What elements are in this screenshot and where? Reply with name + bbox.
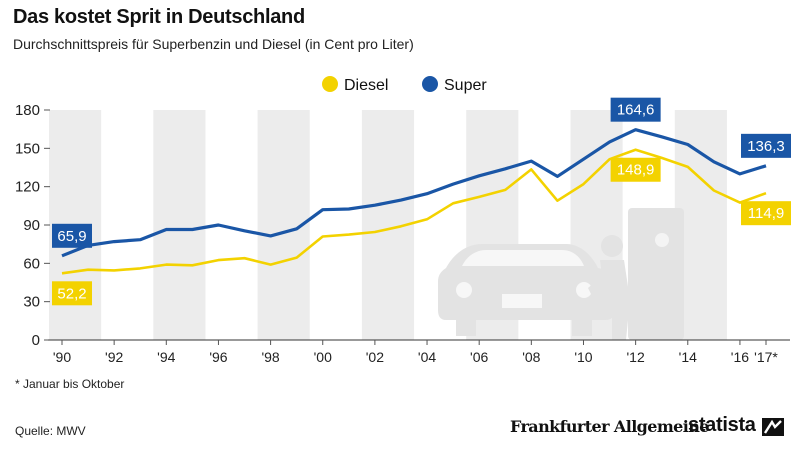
legend-marker-diesel: [322, 76, 338, 92]
x-tick-label: '02: [366, 349, 384, 365]
y-tick-label: 180: [15, 102, 40, 119]
x-tick-label: '90: [53, 349, 71, 365]
x-tick-label: '98: [261, 349, 279, 365]
fuel-pump-icon: [628, 208, 684, 340]
statista-logo: statista: [688, 414, 756, 436]
x-tick-label: '96: [209, 349, 227, 365]
x-tick-label: '94: [157, 349, 175, 365]
data-label-box: [741, 201, 791, 226]
faz-logo: Frankfurter Allgemeine: [510, 417, 709, 436]
x-tick-label: '10: [574, 349, 592, 365]
data-label: 114,9: [748, 205, 784, 222]
person-refueling-icon: [588, 235, 630, 340]
x-tick-label: '92: [105, 349, 123, 365]
legend: Diesel Super: [322, 76, 487, 94]
data-labels: 65,9 52,2 164,6 148,9 136,3 114,9: [52, 97, 791, 306]
data-label-box: [741, 133, 791, 158]
series-line-diesel: [61, 148, 767, 275]
y-tick-label: 0: [32, 332, 40, 349]
y-tick-label: 120: [15, 179, 40, 196]
background-band: [153, 110, 206, 340]
x-tick-label: '12: [627, 349, 645, 365]
x-tick-label: '04: [418, 349, 436, 365]
y-tick-label: 90: [23, 217, 40, 234]
data-label: 65,9: [57, 228, 86, 245]
data-label-box: [610, 97, 661, 122]
footnote: * Januar bis Oktober: [15, 377, 125, 391]
series-lines: [61, 128, 767, 275]
x-tick-label: '14: [679, 349, 697, 365]
data-label-box: [52, 281, 92, 306]
legend-label-diesel: Diesel: [344, 77, 388, 94]
data-label: 136,3: [747, 138, 785, 155]
x-tick-label: '08: [522, 349, 540, 365]
x-tick-label: '16: [731, 349, 749, 365]
x-tick-label: '00: [314, 349, 332, 365]
data-label: 148,9: [617, 162, 655, 179]
refueling-illustration: [438, 208, 684, 340]
y-tick-label: 30: [23, 294, 40, 311]
x-tick-label: '06: [470, 349, 488, 365]
x-tick-label: '17*: [754, 349, 778, 365]
source-note: Quelle: MWV: [15, 424, 86, 438]
y-tick-label: 150: [15, 140, 40, 157]
data-label-box: [610, 157, 661, 182]
car-icon: [438, 244, 614, 336]
legend-marker-super: [422, 76, 438, 92]
y-tick-label: 60: [23, 255, 40, 272]
chart-title: Das kostet Sprit in Deutschland: [13, 6, 305, 28]
y-axis: 0 30 60 90 120 150 180: [15, 102, 790, 349]
data-label: 164,6: [617, 102, 655, 119]
chart-subtitle: Durchschnittspreis für Superbenzin und D…: [13, 36, 414, 52]
x-axis: '90 '92 '94 '96 '98 '00 '02 '04 '06 '08 '10 '12 '14 '…: [53, 340, 778, 365]
series-line-super: [61, 128, 767, 258]
statista-icon: [762, 418, 784, 436]
data-label-box: [52, 223, 92, 248]
data-label: 52,2: [57, 285, 86, 302]
legend-label-super: Super: [444, 77, 487, 94]
